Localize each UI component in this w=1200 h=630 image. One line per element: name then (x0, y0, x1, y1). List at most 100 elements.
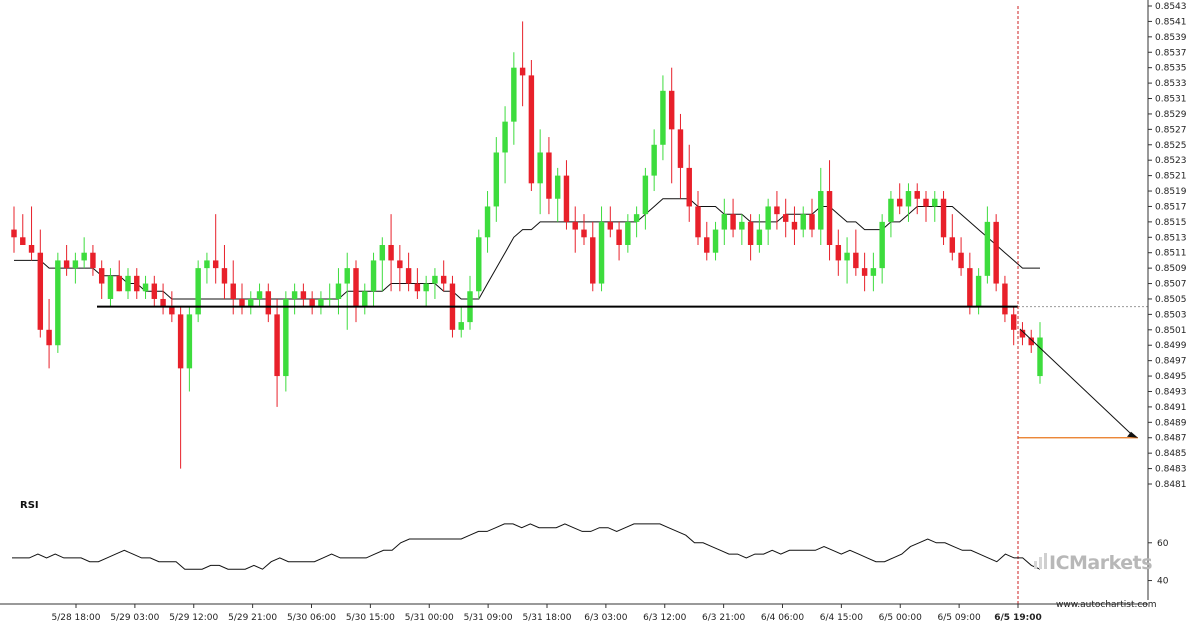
candle-down (826, 160, 833, 261)
candle-down (397, 245, 403, 292)
candle-body (1019, 329, 1026, 338)
candle-body (756, 229, 763, 245)
candle-body (633, 214, 640, 222)
time-tick-label: 6/5 19:00 (994, 613, 1042, 623)
candle-up (81, 237, 87, 269)
candle-down (1002, 275, 1008, 323)
time-tick-label: 5/31 00:00 (405, 613, 454, 623)
candle-down (546, 137, 552, 215)
candle-down (853, 229, 859, 276)
candle-body (958, 252, 964, 269)
candle-body (274, 314, 280, 377)
candle-up (870, 252, 877, 292)
candle-down (353, 260, 359, 323)
candle-body (151, 283, 158, 299)
candle-down (590, 221, 596, 292)
price-tick-label: 0.8507 (1155, 280, 1187, 290)
price-tick-label: 0.8529 (1155, 110, 1187, 120)
candle-body (940, 198, 947, 238)
candle-down (177, 306, 184, 469)
time-tick-label: 5/30 15:00 (346, 613, 395, 623)
price-tick-label: 0.8543 (1155, 2, 1187, 12)
candle-body (870, 268, 877, 276)
candle-up (291, 283, 298, 315)
candle-down (388, 214, 394, 292)
candle-up (756, 214, 763, 253)
candle-body (818, 191, 824, 230)
candle-body (598, 221, 605, 284)
candle-body (800, 214, 806, 230)
candle-down (809, 198, 815, 238)
time-tick-label: 6/3 03:00 (584, 613, 628, 623)
candle-up (326, 283, 333, 307)
price-tick-label: 0.8489 (1155, 418, 1187, 428)
candle-body (239, 298, 245, 307)
candle-up (625, 214, 631, 253)
candle-body (519, 67, 526, 76)
candle-up (712, 221, 719, 261)
candle-down (300, 283, 307, 307)
candle-body (563, 175, 570, 222)
candle-body (362, 291, 368, 307)
time-tick-label: 5/28 18:00 (51, 613, 100, 623)
candle-body (984, 221, 991, 276)
candle-down (151, 275, 158, 307)
candle-body (826, 191, 833, 245)
candle-body (712, 229, 719, 253)
candle-body (98, 268, 105, 284)
candle-down (46, 298, 52, 369)
price-tick-label: 0.8523 (1155, 156, 1187, 166)
candle-down (37, 229, 44, 338)
candle-body (423, 283, 429, 292)
candle-up (1037, 322, 1043, 384)
price-tick-label: 0.8517 (1155, 202, 1187, 212)
candle-body (405, 268, 412, 284)
candle-body (1037, 337, 1043, 377)
candle-body (81, 252, 87, 261)
candle-up (362, 283, 368, 315)
candle-up (248, 291, 254, 315)
candle-body (704, 237, 710, 253)
candle-body (458, 322, 464, 330)
time-tick-label: 6/5 09:00 (937, 613, 981, 623)
candle-body (537, 152, 543, 184)
time-tick-label: 5/29 03:00 (110, 613, 159, 623)
candle-up (932, 191, 938, 222)
candle-body (774, 206, 780, 215)
candle-down (704, 221, 710, 261)
candle-down (686, 144, 692, 222)
price-tick-label: 0.8525 (1155, 141, 1187, 151)
candle-body (861, 268, 868, 276)
candle-down (616, 221, 622, 261)
candle-body (353, 268, 359, 307)
candles (11, 21, 1043, 469)
candle-body (11, 229, 17, 238)
candle-up (537, 129, 543, 215)
candle-up (344, 252, 350, 330)
candle-down (116, 260, 122, 292)
candle-up (888, 191, 894, 238)
time-tick-label: 5/29 21:00 (228, 613, 277, 623)
candle-down (668, 67, 675, 184)
candle-down (1010, 306, 1017, 346)
candle-body (370, 260, 377, 292)
forecast-arrow-head (1127, 431, 1138, 438)
candle-up (55, 252, 61, 353)
candle-down (90, 245, 96, 276)
candle-body (607, 221, 614, 230)
candle-body (590, 237, 596, 284)
candle-body (581, 229, 587, 238)
candle-up (204, 252, 210, 284)
candle-body (256, 291, 263, 299)
candle-body (730, 214, 736, 230)
candle-body (625, 221, 631, 245)
candle-body (668, 90, 675, 130)
candle-down (11, 206, 17, 253)
price-tick-label: 0.8501 (1155, 326, 1187, 336)
candle-body (905, 191, 912, 207)
candle-up (256, 283, 263, 307)
price-tick-label: 0.8541 (1155, 17, 1187, 27)
candle-down (695, 191, 701, 245)
candle-up (283, 291, 289, 392)
moving-average-line (14, 198, 1040, 300)
